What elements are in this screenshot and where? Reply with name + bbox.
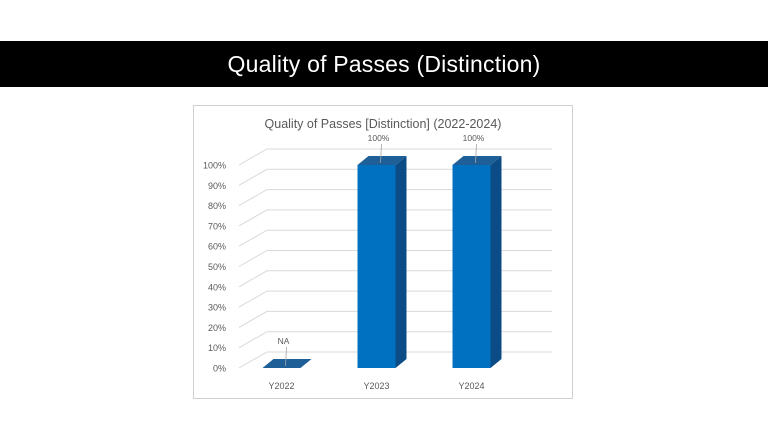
y-tick-label: 70% (208, 221, 226, 231)
y-tick-label: 90% (208, 181, 226, 191)
chart-container: Quality of Passes [Distinction] (2022-20… (193, 105, 573, 399)
bar-top (357, 156, 407, 165)
bar-front (357, 165, 396, 368)
x-tick-label: Y2023 (363, 381, 389, 391)
bar-top (452, 156, 502, 165)
slide-title: Quality of Passes (Distinction) (227, 50, 541, 77)
bar-top (262, 359, 312, 368)
y-tick-label: 40% (208, 282, 226, 292)
y-tick-label: 80% (208, 201, 226, 211)
bar-side (490, 156, 502, 368)
x-tick-label: Y2022 (268, 381, 294, 391)
data-label-leader (380, 143, 382, 164)
bar-side (395, 156, 407, 368)
y-tick-label: 60% (208, 242, 226, 252)
bar-front (452, 165, 491, 368)
y-tick-label: 10% (208, 343, 226, 353)
gridline (238, 148, 552, 166)
y-tick-label: 100% (203, 161, 226, 171)
data-label-leader (475, 143, 477, 164)
chart-title: Quality of Passes [Distinction] (2022-20… (265, 117, 502, 131)
data-label: 100% (463, 133, 485, 143)
data-label: NA (278, 336, 290, 346)
data-label-leader (285, 346, 287, 367)
y-tick-label: 0% (213, 364, 226, 374)
x-tick-label: Y2024 (458, 381, 484, 391)
y-tick-label: 30% (208, 303, 226, 313)
y-tick-label: 20% (208, 323, 226, 333)
y-tick-label: 50% (208, 262, 226, 272)
data-label: 100% (368, 133, 390, 143)
bar-chart: Quality of Passes [Distinction] (2022-20… (203, 117, 552, 391)
slide-title-bar: Quality of Passes (Distinction) (0, 41, 768, 87)
